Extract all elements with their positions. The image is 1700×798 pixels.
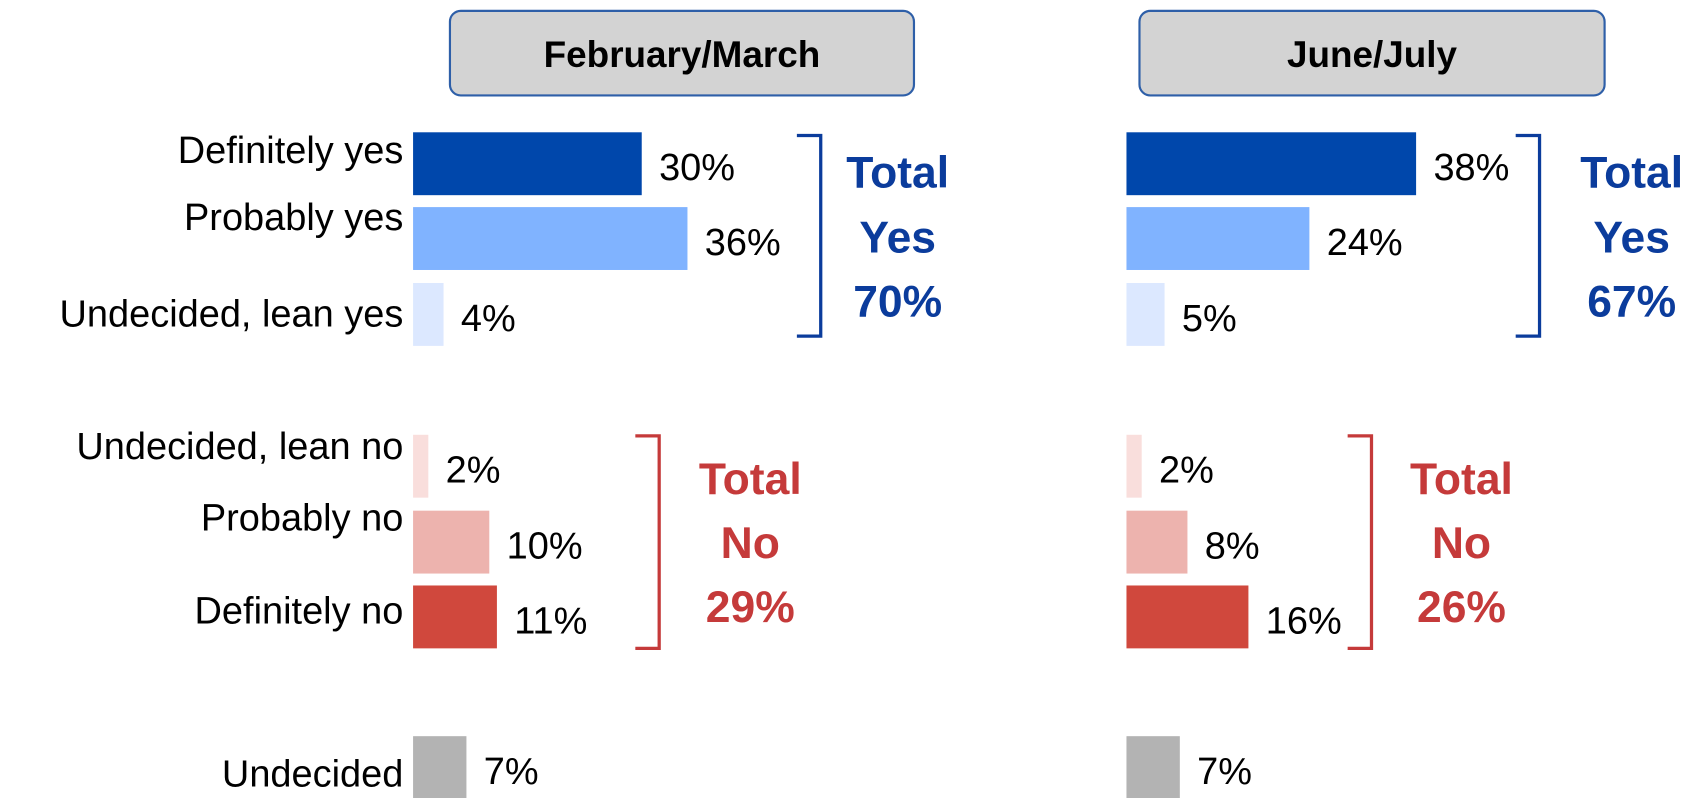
total-label: No xyxy=(1432,519,1491,568)
bar xyxy=(1126,736,1180,798)
total-label: Total xyxy=(846,148,949,197)
total-label: No xyxy=(721,519,780,568)
value-label: 11% xyxy=(514,600,587,642)
category-label: Probably no xyxy=(201,497,403,539)
value-label: 5% xyxy=(1182,298,1237,340)
bar xyxy=(1126,207,1310,270)
panel-title-box xyxy=(1138,9,1606,97)
category-label: Undecided, lean yes xyxy=(60,294,404,336)
bracket xyxy=(1347,434,1374,650)
category-label: Undecided, lean no xyxy=(76,426,403,468)
value-label: 7% xyxy=(1197,751,1252,793)
category-label: Probably yes xyxy=(184,197,403,239)
bracket xyxy=(1515,133,1542,338)
category-label: Undecided xyxy=(222,753,403,795)
value-label: 24% xyxy=(1327,222,1403,264)
value-label: 2% xyxy=(1159,450,1214,492)
bracket xyxy=(635,434,661,650)
total-label: 70% xyxy=(853,277,942,326)
bar xyxy=(1126,585,1249,649)
value-label: 7% xyxy=(484,751,539,793)
total-label: 67% xyxy=(1587,277,1676,326)
value-label: 30% xyxy=(659,147,735,189)
value-label: 8% xyxy=(1205,526,1260,568)
bar xyxy=(1126,132,1417,196)
bar xyxy=(1126,510,1188,574)
bar xyxy=(413,282,444,346)
bar xyxy=(413,434,429,498)
category-label: Definitely yes xyxy=(178,130,404,172)
panel-title: June/July xyxy=(1287,34,1458,75)
value-label: 10% xyxy=(507,526,583,568)
value-label: 36% xyxy=(705,222,781,264)
panel-title-box xyxy=(448,9,916,97)
bar xyxy=(413,736,467,798)
bar xyxy=(413,510,490,574)
value-label: 16% xyxy=(1266,600,1342,642)
total-label: Total xyxy=(1580,148,1683,197)
total-label: Yes xyxy=(1593,213,1670,262)
bar xyxy=(413,207,688,270)
bar xyxy=(413,585,497,649)
bar xyxy=(1126,434,1142,498)
panel-title: February/March xyxy=(544,34,821,75)
total-label: Total xyxy=(1410,455,1513,504)
bar xyxy=(1126,282,1165,346)
value-label: 38% xyxy=(1433,147,1509,189)
value-label: 2% xyxy=(446,450,501,492)
total-label: 26% xyxy=(1417,583,1506,632)
total-label: Yes xyxy=(859,213,936,262)
total-label: 29% xyxy=(706,583,795,632)
total-label: Total xyxy=(699,455,802,504)
bracket xyxy=(796,133,823,338)
value-label: 4% xyxy=(461,298,516,340)
category-label: Definitely no xyxy=(195,591,404,633)
bar xyxy=(413,132,642,196)
